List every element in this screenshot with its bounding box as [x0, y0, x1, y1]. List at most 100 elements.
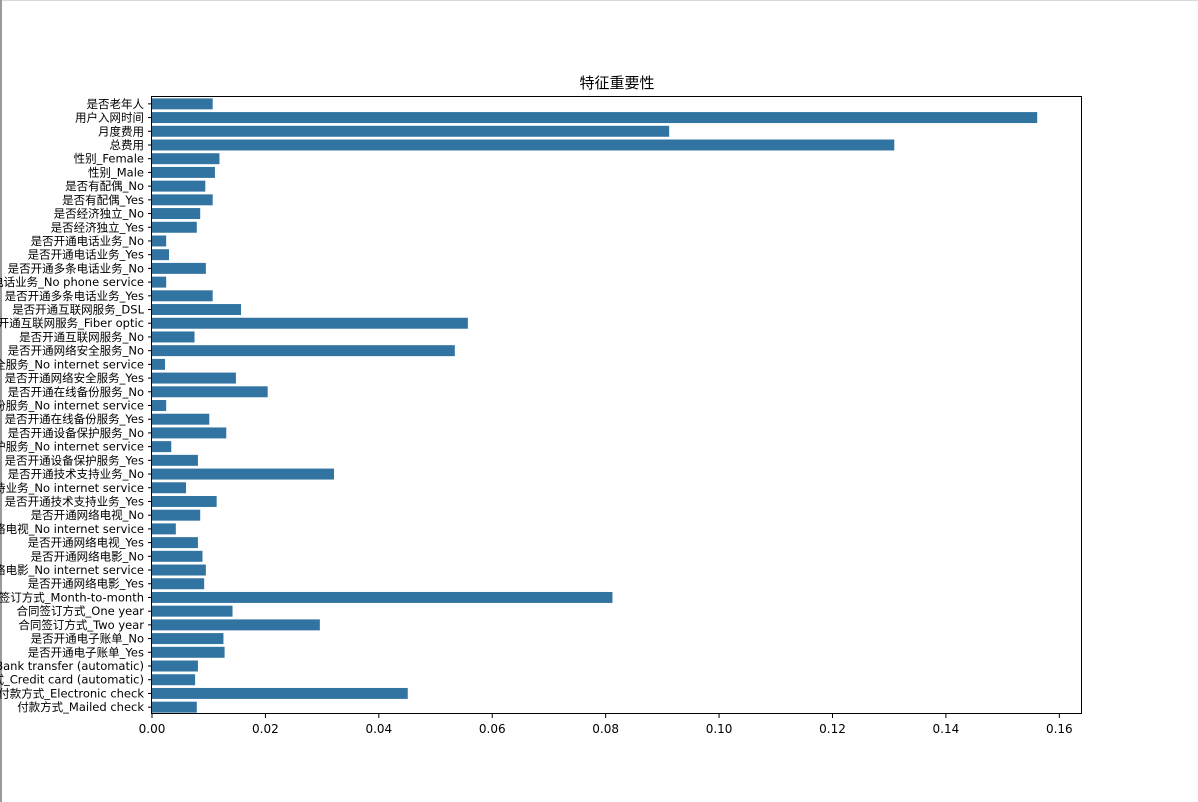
y-axis-ticks: 是否老年人用户入网时间月度费用总费用性别_Female性别_Male是否有配偶_…: [0, 97, 152, 714]
bar: [152, 646, 225, 658]
bar: [152, 249, 170, 261]
bar: [152, 660, 198, 672]
bar: [152, 674, 196, 686]
bar: [152, 98, 213, 110]
bar: [152, 372, 236, 384]
y-tick-label: 是否开通网络安全服务_No internet service: [0, 357, 144, 371]
y-tick-label: 是否开通电子账单_No: [31, 632, 144, 646]
y-tick-label: 是否开通技术支持业务_Yes: [5, 494, 144, 508]
bar: [152, 331, 195, 343]
y-tick-label: 是否有配偶_Yes: [62, 193, 144, 207]
bar: [152, 290, 213, 302]
plot-frame: [151, 96, 1082, 714]
y-tick-label: 总费用: [110, 138, 145, 152]
bar: [152, 413, 210, 425]
bar: [152, 550, 203, 562]
y-tick-label: 是否开通多条电话业务_Yes: [5, 289, 144, 303]
x-tick-label: 0.04: [365, 722, 392, 736]
y-tick-label: 是否开通电话业务_No: [31, 234, 144, 248]
y-tick-label: 是否开通技术支持业务_No internet service: [0, 481, 144, 495]
y-tick-label: 是否开通网络电视_No: [31, 508, 144, 522]
x-tick-label: 0.00: [139, 722, 166, 736]
bar: [152, 564, 206, 576]
y-tick-label: 是否开通网络电影_No internet service: [0, 563, 144, 577]
bar: [152, 262, 206, 274]
bar: [152, 166, 215, 178]
bar: [152, 112, 1038, 124]
y-tick-label: 是否开通在线备份服务_No internet service: [0, 399, 144, 413]
bar: [152, 578, 205, 590]
bar: [152, 441, 172, 453]
y-tick-label: 是否开通电子账单_Yes: [28, 645, 144, 659]
bar: [152, 386, 268, 398]
x-tick-label: 0.12: [819, 722, 846, 736]
y-tick-label: 用户入网时间: [75, 111, 144, 125]
bar: [152, 537, 198, 549]
y-tick-label: 性别_Male: [88, 165, 144, 179]
y-tick-label: 合同签订方式_Month-to-month: [0, 590, 144, 604]
y-tick-label: 是否开通网络电视_Yes: [28, 536, 144, 550]
x-tick-label: 0.10: [706, 722, 733, 736]
y-tick-label: 是否开通在线备份服务_Yes: [5, 412, 144, 426]
y-tick-label: 是否开通多条电话业务_No: [8, 261, 144, 275]
bar: [152, 400, 167, 411]
y-tick-label: 是否开通电话业务_Yes: [28, 248, 144, 262]
bar: [152, 345, 455, 357]
bar: [152, 358, 166, 370]
bar: [152, 509, 201, 521]
x-tick-label: 0.08: [592, 722, 619, 736]
bar: [152, 619, 320, 631]
y-tick-label: 合同签订方式_Two year: [18, 618, 144, 632]
bar: [152, 180, 206, 192]
y-tick-label: 付款方式_Credit card (automatic): [0, 673, 144, 687]
y-tick-label: 是否开通多条电话业务_No phone service: [0, 275, 144, 289]
bar: [152, 633, 224, 645]
bar: [152, 208, 201, 220]
y-tick-label: 合同签订方式_One year: [17, 604, 145, 618]
bar: [152, 194, 213, 206]
bar: [152, 317, 468, 329]
y-tick-label: 是否老年人: [87, 97, 145, 111]
y-tick-label: 是否开通网络电影_Yes: [28, 577, 144, 591]
y-tick-label: 是否开通网络电视_No internet service: [0, 522, 144, 536]
x-tick-label: 0.06: [479, 722, 506, 736]
bar: [152, 495, 217, 507]
bar: [152, 523, 176, 535]
bar: [152, 687, 408, 699]
bar: [152, 235, 167, 247]
bar: [152, 482, 187, 494]
y-tick-label: 是否开通网络安全服务_No: [8, 344, 144, 358]
window-left-edge: [0, 0, 2, 802]
y-tick-label: 是否开通网络安全服务_Yes: [5, 371, 144, 385]
chart-title: 特征重要性: [579, 74, 654, 92]
bar: [152, 139, 895, 151]
bar: [152, 304, 242, 316]
y-tick-label: 是否开通技术支持业务_No: [8, 467, 144, 481]
bar: [152, 591, 613, 603]
y-tick-label: 是否有配偶_No: [65, 179, 144, 193]
y-tick-label: 是否经济独立_Yes: [51, 220, 144, 234]
bar: [152, 454, 198, 466]
bar: [152, 468, 335, 480]
y-tick-label: 是否开通互联网服务_DSL: [12, 303, 144, 317]
bars-group: [152, 98, 1038, 713]
y-tick-label: 是否开通在线备份服务_No: [8, 385, 144, 399]
y-tick-label: 月度费用: [98, 124, 144, 138]
window-top-edge: [0, 0, 1198, 1]
y-tick-label: 是否开通互联网服务_Fiber optic: [0, 316, 144, 330]
y-tick-label: 付款方式_Bank transfer (automatic): [0, 659, 144, 673]
bar: [152, 125, 670, 137]
bar: [152, 276, 167, 288]
y-tick-label: 付款方式_Electronic check: [0, 686, 144, 700]
bar: [152, 605, 233, 617]
bar: [152, 153, 220, 165]
x-axis-ticks: 0.00 0.02 0.04 0.06 0.08 0.10 0.12 0.14 0.16: [139, 714, 1073, 736]
bar: [152, 701, 197, 713]
y-tick-label: 是否开通设备保护服务_No internet service: [0, 440, 144, 454]
y-tick-label: 是否开通设备保护服务_Yes: [5, 453, 144, 467]
bar: [152, 221, 197, 233]
x-tick-label: 0.02: [252, 722, 279, 736]
y-tick-label: 是否经济独立_No: [54, 207, 144, 221]
y-tick-label: 是否开通互联网服务_No: [19, 330, 144, 344]
